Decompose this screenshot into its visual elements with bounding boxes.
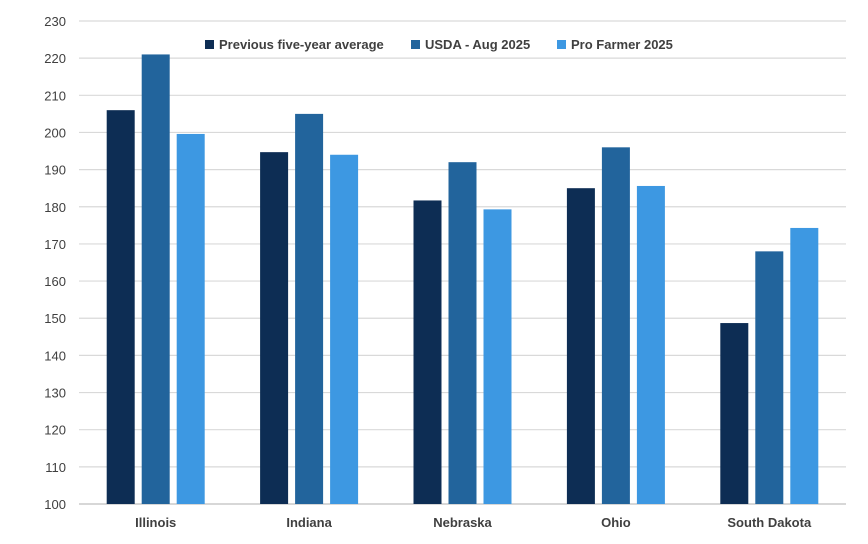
y-tick-label: 140 xyxy=(44,348,66,363)
y-tick-label: 180 xyxy=(44,200,66,215)
y-tick-label: 160 xyxy=(44,274,66,289)
legend-label: Pro Farmer 2025 xyxy=(571,37,673,52)
y-tick-label: 130 xyxy=(44,386,66,401)
bar xyxy=(141,54,170,504)
bar xyxy=(483,209,512,504)
y-tick-label: 210 xyxy=(44,88,66,103)
bar xyxy=(330,154,359,504)
x-category-label: Ohio xyxy=(601,515,631,530)
x-category-label: Indiana xyxy=(286,515,332,530)
y-tick-label: 220 xyxy=(44,51,66,66)
y-tick-label: 170 xyxy=(44,237,66,252)
bar xyxy=(260,152,289,504)
bar xyxy=(566,188,595,504)
x-category-label: Nebraska xyxy=(433,515,492,530)
x-category-label: South Dakota xyxy=(727,515,812,530)
bar xyxy=(755,251,784,504)
y-tick-label: 200 xyxy=(44,125,66,140)
x-category-label: Illinois xyxy=(135,515,176,530)
bar xyxy=(176,133,205,504)
legend-swatch xyxy=(205,40,214,49)
legend: Previous five-year average USDA - Aug 202… xyxy=(205,37,673,52)
bar xyxy=(106,110,135,505)
y-tick-label: 120 xyxy=(44,423,66,438)
legend-swatch xyxy=(411,40,420,49)
y-axis-ticks: 100 110 120 130 140 150 160 170 180 190 200 210 220 2… xyxy=(44,14,66,512)
bar xyxy=(601,147,630,505)
bars xyxy=(106,54,819,505)
x-axis-categories: Illinois Indiana Nebraska Ohio South Dakota xyxy=(135,515,812,530)
bar xyxy=(295,113,324,504)
bar xyxy=(790,227,819,504)
y-tick-label: 100 xyxy=(44,497,66,512)
bar xyxy=(720,323,749,504)
legend-label: Previous five-year average xyxy=(219,37,384,52)
y-tick-label: 150 xyxy=(44,311,66,326)
bar xyxy=(636,185,665,504)
bar xyxy=(413,200,442,505)
y-tick-label: 110 xyxy=(45,460,66,475)
legend-swatch xyxy=(557,40,566,49)
bar xyxy=(448,162,477,504)
y-tick-label: 190 xyxy=(44,163,66,178)
legend-label: USDA - Aug 2025 xyxy=(425,37,530,52)
y-tick-label: 230 xyxy=(44,14,66,29)
